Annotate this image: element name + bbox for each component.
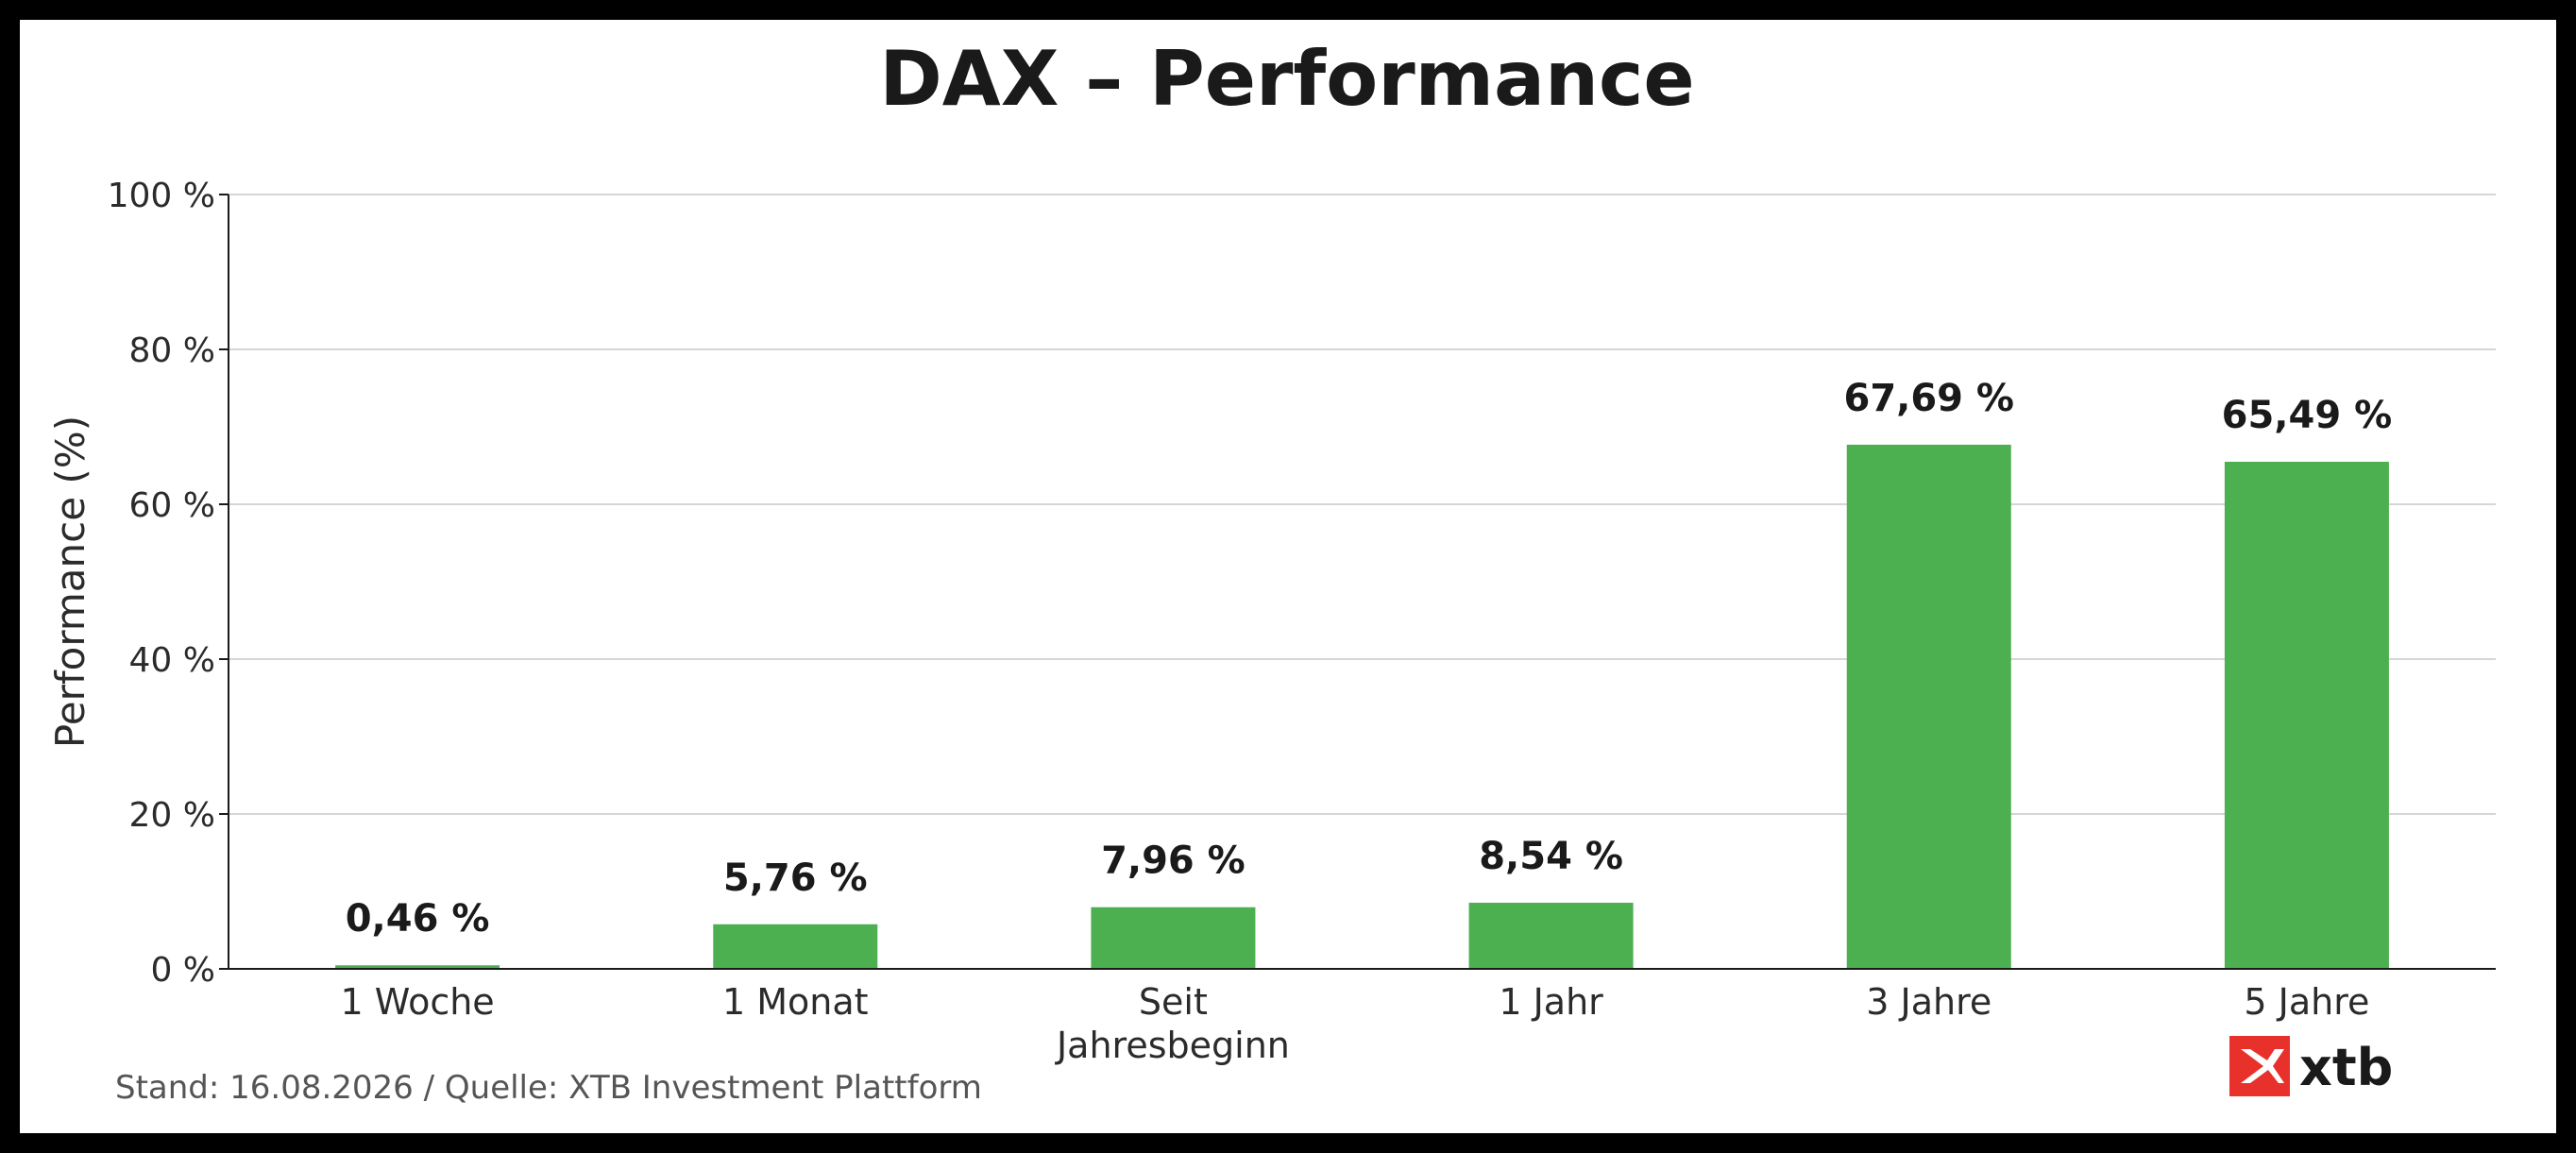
y-tick-label: 20 % <box>129 796 215 835</box>
bar <box>1468 902 1634 969</box>
y-tick-label: 40 % <box>129 641 215 680</box>
y-tick-label: 100 % <box>108 177 215 215</box>
value-label: 65,49 % <box>2222 394 2393 437</box>
y-tick-label: 80 % <box>129 331 215 370</box>
category-label: Seit Jahresbeginn <box>1055 981 1290 1066</box>
value-label: 67,69 % <box>1843 377 2014 420</box>
y-tick-label: 60 % <box>129 486 215 525</box>
xtb-logo-icon <box>2229 1036 2290 1096</box>
chart: DAX – Performance 0 % 20 % 40 % 60 % 80 % 100… <box>47 35 2496 1107</box>
bar <box>1846 444 2011 969</box>
bar <box>1091 907 1256 969</box>
bars <box>335 444 2389 969</box>
chart-frame: DAX – Performance 0 % 20 % 40 % 60 % 80 % 100… <box>20 20 2556 1133</box>
category-label: 1 Woche <box>340 981 494 1023</box>
xtb-logo: xtb <box>2229 1036 2393 1097</box>
y-axis-ticks: 0 % 20 % 40 % 60 % 80 % 100 % <box>108 177 229 990</box>
value-labels: 0,46 % 5,76 % 7,96 % 8,54 % 67,69 % 65,49 % <box>346 377 2392 941</box>
y-axis-label: Performance (%) <box>47 415 93 748</box>
value-label: 0,46 % <box>346 897 490 941</box>
value-label: 7,96 % <box>1101 839 1246 883</box>
bar <box>713 924 878 969</box>
chart-title: DAX – Performance <box>879 35 1694 123</box>
y-tick-label: 0 % <box>150 951 215 990</box>
category-label: 1 Jahr <box>1499 981 1603 1023</box>
category-label: 1 Monat <box>722 981 869 1023</box>
value-label: 5,76 % <box>723 856 868 900</box>
x-axis-categories: 1 Woche 1 Monat Seit Jahresbeginn 1 Jahr 3 Ja… <box>340 981 2369 1066</box>
source-footer: Stand: 16.08.2026 / Quelle: XTB Investme… <box>115 1069 982 1107</box>
gridlines <box>229 194 2496 815</box>
bar <box>2224 461 2389 969</box>
category-label: 3 Jahre <box>1866 981 1991 1023</box>
bar <box>335 965 500 969</box>
category-label: 5 Jahre <box>2244 981 2369 1023</box>
xtb-logo-text: xtb <box>2299 1038 2393 1097</box>
value-label: 8,54 % <box>1479 835 1623 878</box>
xtb-logo-mark <box>2241 1049 2284 1083</box>
